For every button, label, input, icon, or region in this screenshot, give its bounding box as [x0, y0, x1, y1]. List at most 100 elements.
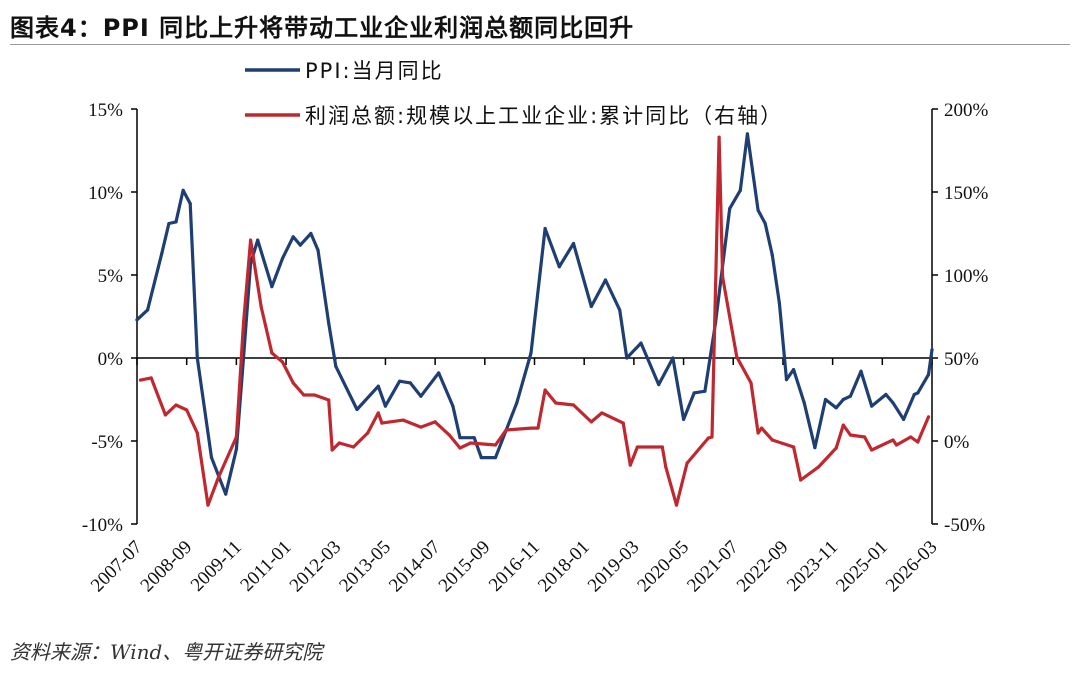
- x-tick-label: 2014-07: [385, 537, 445, 597]
- x-tick-label: 2015-09: [435, 537, 495, 597]
- data-point: [657, 382, 661, 387]
- data-point: [625, 356, 629, 360]
- data-point: [706, 436, 711, 440]
- data-point: [309, 231, 313, 236]
- data-point: [298, 243, 302, 247]
- data-point: [639, 341, 643, 345]
- data-point: [437, 371, 441, 375]
- data-point: [692, 391, 696, 395]
- data-point: [248, 238, 253, 242]
- data-point: [870, 448, 874, 452]
- x-tick-label: 2009-11: [187, 537, 246, 596]
- data-point: [493, 456, 498, 460]
- data-point: [621, 421, 625, 425]
- data-point: [458, 446, 462, 450]
- data-point: [681, 417, 686, 422]
- data-point: [337, 441, 341, 445]
- data-point: [256, 238, 260, 242]
- legend-label: PPI:当月同比: [305, 59, 444, 83]
- figure-title: 图表4：PPI 同比上升将带动工业企业利润总额同比回升: [10, 14, 635, 42]
- data-point: [376, 411, 380, 415]
- source-note: 资料来源：Wind、粤开证券研究院: [10, 640, 323, 664]
- data-point: [745, 132, 750, 136]
- data-point: [717, 135, 721, 139]
- data-point: [234, 447, 238, 451]
- data-point: [195, 356, 199, 360]
- data-point: [664, 465, 668, 469]
- data-point: [451, 404, 455, 408]
- data-point: [543, 226, 547, 231]
- data-point: [149, 376, 153, 380]
- data-point: [174, 403, 178, 407]
- data-point: [763, 221, 767, 226]
- data-point: [174, 220, 178, 224]
- data-point: [472, 436, 476, 440]
- left-tick-label: -5%: [91, 432, 123, 453]
- data-point: [930, 348, 934, 352]
- data-point: [710, 435, 714, 439]
- data-point: [891, 401, 895, 405]
- data-point: [674, 503, 679, 507]
- data-point: [571, 403, 576, 407]
- data-point: [685, 461, 689, 465]
- data-point: [738, 188, 742, 192]
- data-point: [628, 463, 632, 467]
- data-point: [603, 278, 608, 282]
- legend-label: 利润总额:规模以上工业企业:累计同比（右轴）: [305, 104, 783, 128]
- data-point: [479, 456, 483, 460]
- data-point: [823, 397, 828, 402]
- left-tick-label: 0%: [98, 349, 124, 370]
- data-point: [841, 397, 845, 402]
- data-point: [894, 443, 899, 447]
- data-point: [209, 456, 214, 460]
- left-tick-label: 5%: [98, 266, 124, 287]
- data-point: [721, 275, 725, 279]
- data-point: [571, 241, 576, 246]
- data-point: [135, 318, 139, 322]
- data-point: [334, 364, 338, 368]
- data-point: [138, 378, 143, 382]
- data-point: [589, 304, 593, 309]
- data-point: [259, 305, 263, 309]
- data-point: [188, 202, 192, 206]
- x-tick-label: 2023-11: [783, 537, 842, 596]
- data-point: [376, 384, 380, 388]
- data-point: [554, 401, 558, 405]
- x-tick-label: 2007-07: [87, 537, 147, 597]
- x-tick-label: 2016-11: [485, 537, 544, 596]
- data-point: [185, 408, 189, 412]
- data-point: [380, 421, 384, 425]
- data-point: [816, 465, 821, 469]
- right-tick-label: 100%: [944, 266, 989, 287]
- data-point: [181, 188, 185, 192]
- data-point: [902, 417, 906, 422]
- data-point: [784, 377, 789, 382]
- data-point: [926, 373, 931, 377]
- data-point: [351, 445, 356, 449]
- data-point: [327, 398, 331, 402]
- data-point: [841, 423, 845, 427]
- left-tick-label: 10%: [88, 183, 123, 204]
- x-tick-label: 2012-03: [286, 537, 346, 597]
- data-point: [870, 404, 874, 408]
- right-tick-label: 150%: [944, 183, 989, 204]
- left-tick-label: -10%: [82, 515, 123, 536]
- data-point: [167, 221, 171, 226]
- data-point: [316, 248, 320, 252]
- data-point: [916, 440, 920, 444]
- right-tick-label: -50%: [944, 515, 985, 536]
- data-point: [891, 438, 895, 442]
- data-point: [777, 301, 781, 305]
- x-tick-label: 2008-09: [137, 537, 197, 597]
- data-point: [635, 445, 640, 449]
- x-tick-label: 2013-05: [335, 537, 395, 597]
- data-point: [756, 431, 760, 435]
- data-point: [770, 438, 774, 442]
- x-tick-label: 2018-01: [534, 537, 594, 597]
- data-point: [749, 381, 753, 385]
- series-line-profit: [138, 135, 931, 507]
- data-point: [206, 503, 210, 507]
- data-point: [146, 308, 150, 312]
- data-point: [383, 404, 388, 408]
- data-point: [813, 446, 817, 450]
